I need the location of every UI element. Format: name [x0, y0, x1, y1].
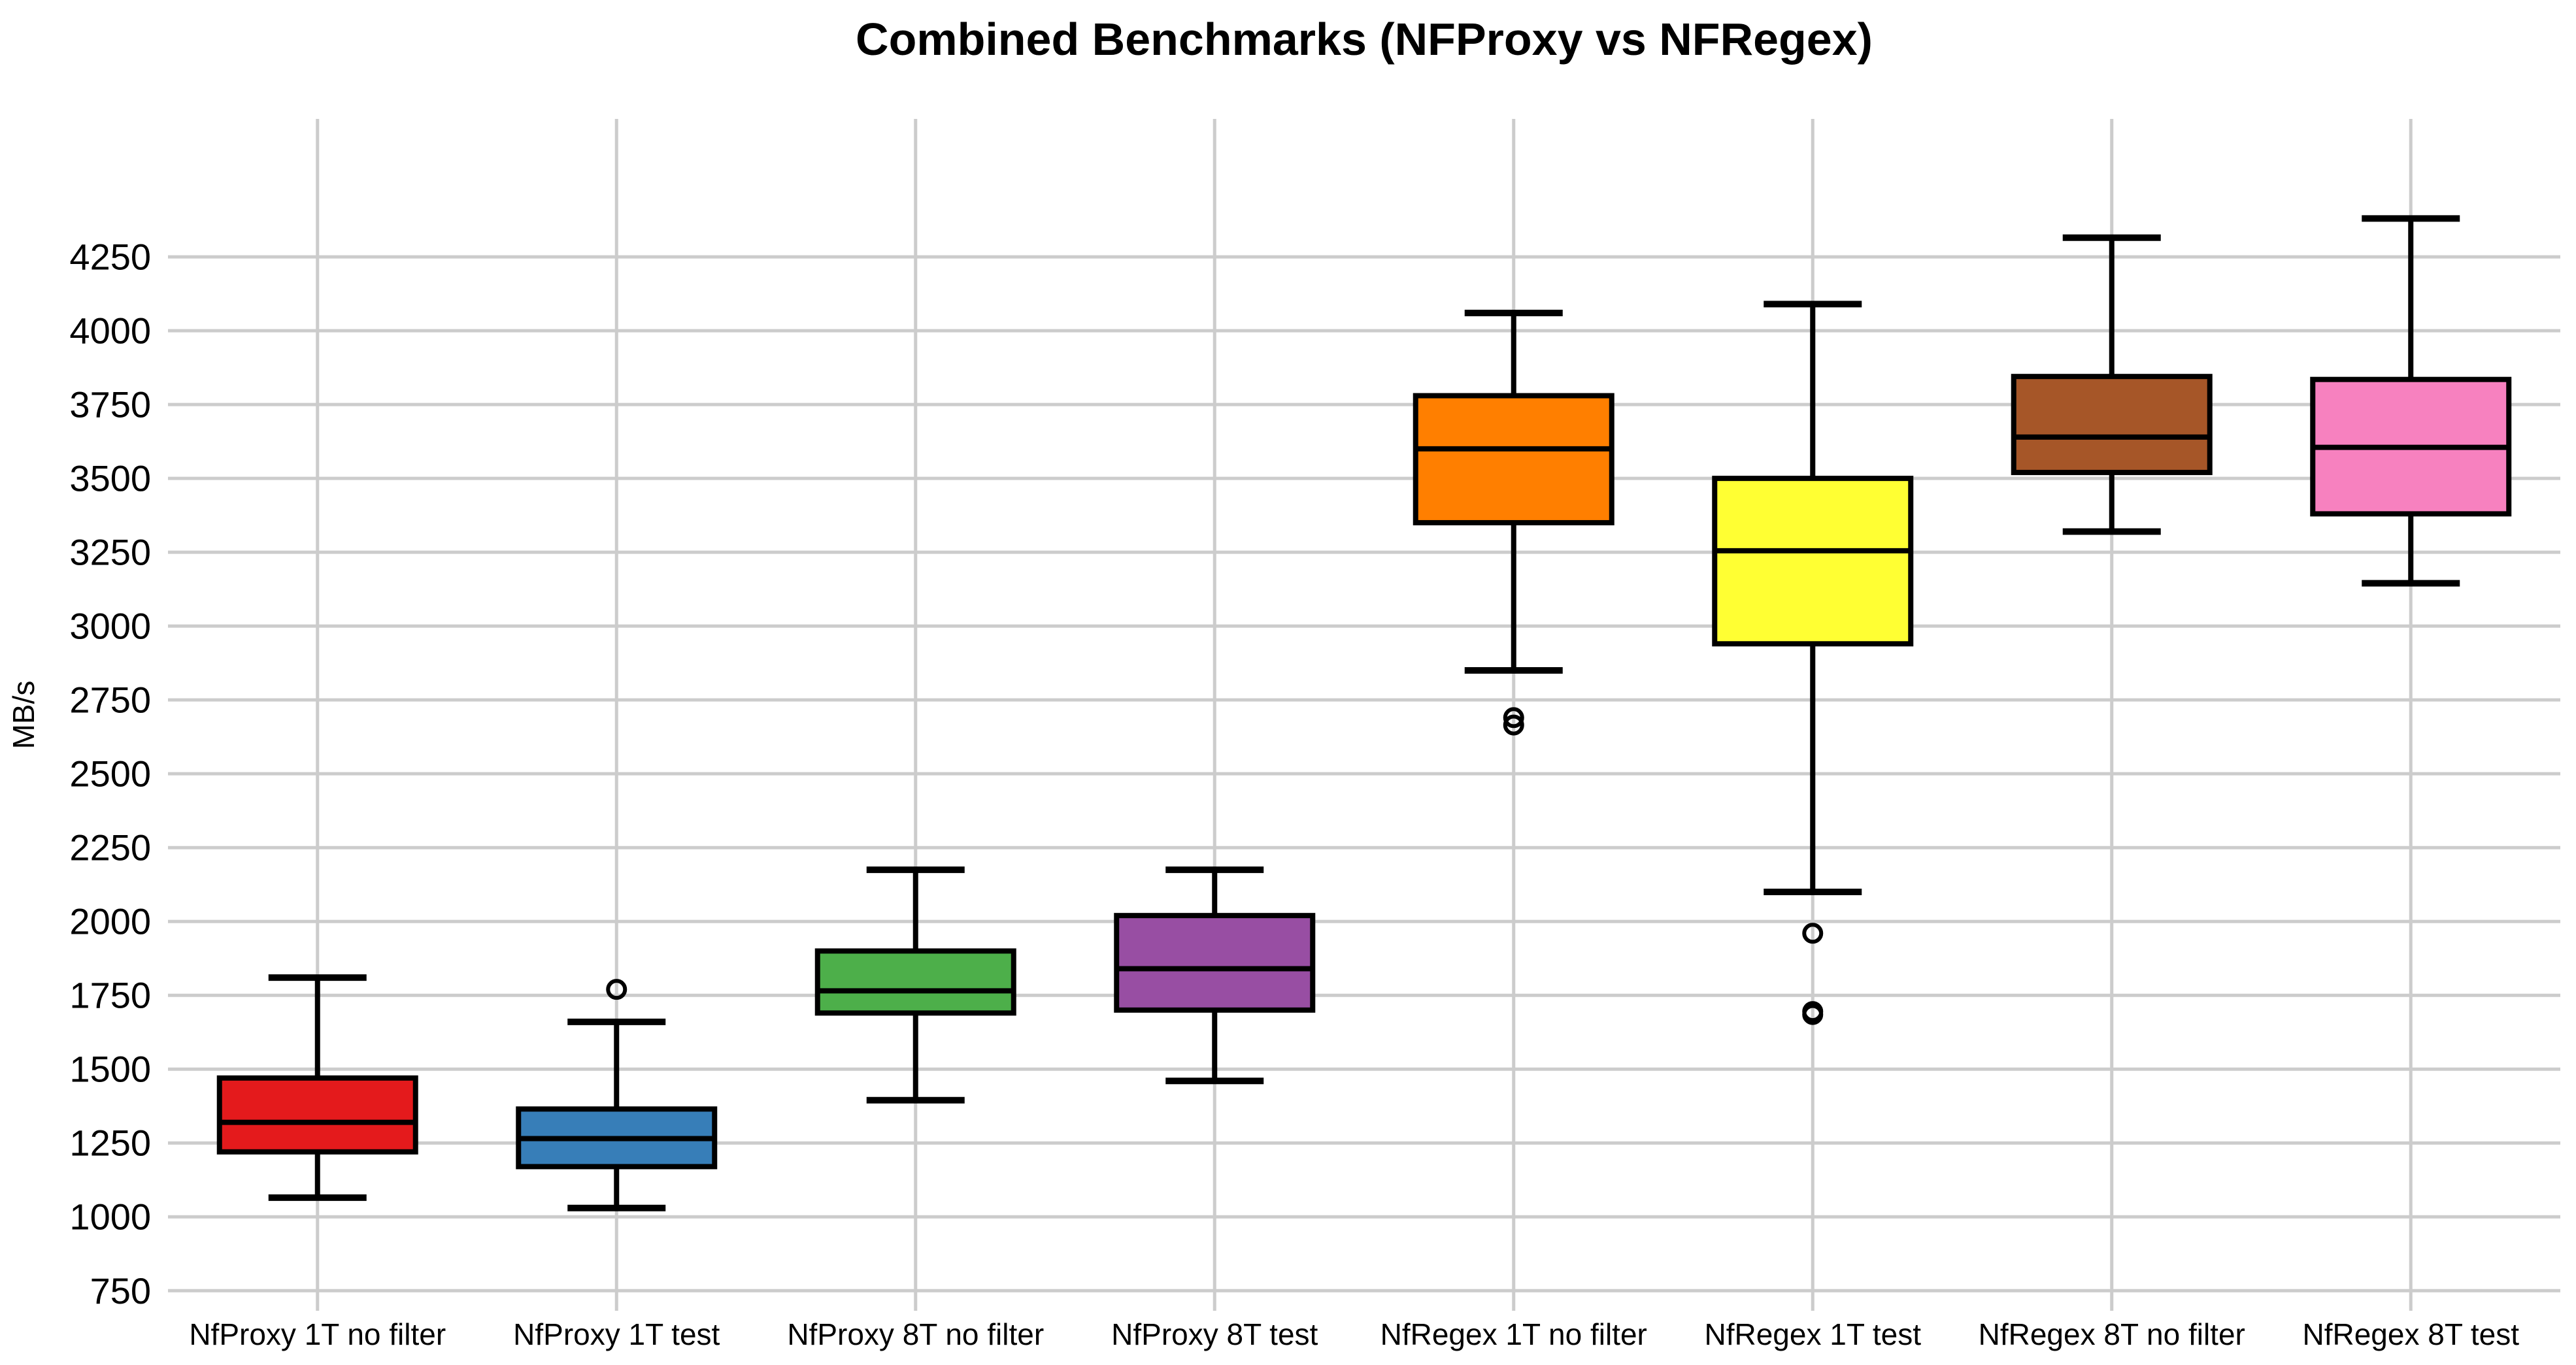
box-layer [216, 215, 2512, 1211]
y-tick-label: 2000 [69, 901, 151, 942]
iqr-box [2011, 374, 2213, 476]
y-tick-label: 1500 [69, 1049, 151, 1090]
box-group-5 [1413, 309, 1614, 736]
iqr-box [1413, 393, 1614, 525]
x-tick-label: NfProxy 1T test [513, 1317, 720, 1351]
y-tick-label: 1250 [69, 1123, 151, 1164]
y-tick-label: 750 [90, 1270, 151, 1311]
box-group-6 [1712, 301, 1914, 1025]
x-tick-label: NfRegex 1T no filter [1380, 1317, 1647, 1351]
x-tick-label: NfProxy 1T no filter [189, 1317, 446, 1351]
y-tick-label: 1000 [69, 1196, 151, 1238]
outlier-point [1802, 923, 1824, 944]
x-tick-labels: NfProxy 1T no filter NfProxy 1T test NfPro… [189, 1317, 2519, 1351]
y-axis-label: MB/s [7, 681, 41, 749]
y-tick-label: 2750 [69, 680, 151, 721]
box-group-3 [814, 866, 1016, 1104]
y-tick-label: 3750 [69, 384, 151, 425]
outlier-point [606, 979, 627, 1000]
iqr-box [1712, 476, 1914, 647]
box-group-4 [1114, 866, 1316, 1085]
x-tick-label: NfRegex 8T no filter [1979, 1317, 2245, 1351]
x-tick-label: NfRegex 1T test [1704, 1317, 1921, 1351]
y-tick-label: 2500 [69, 753, 151, 795]
x-tick-label: NfProxy 8T test [1111, 1317, 1318, 1351]
y-tick-labels: 750 1000 1250 1500 1750 2000 2250 2500 2750 3000 3… [69, 237, 151, 1311]
outlier-point [1503, 714, 1524, 736]
outlier-point [1503, 707, 1524, 729]
box-group-7 [2011, 234, 2213, 535]
iqr-box [1114, 913, 1316, 1013]
box-group-2 [516, 979, 718, 1211]
iqr-box [216, 1075, 418, 1155]
y-tick-label: 4250 [69, 237, 151, 278]
iqr-box [814, 948, 1016, 1016]
y-tick-label: 3000 [69, 606, 151, 647]
chart-title: Combined Benchmarks (NFProxy vs NFRegex) [856, 14, 1873, 65]
x-tick-label: NfProxy 8T no filter [787, 1317, 1044, 1351]
x-tick-label: NfRegex 8T test [2302, 1317, 2519, 1351]
y-tick-label: 1750 [69, 975, 151, 1016]
box-group-8 [2310, 215, 2512, 587]
y-tick-label: 3250 [69, 532, 151, 573]
y-tick-label: 2250 [69, 827, 151, 868]
outlier-point [1802, 1004, 1824, 1025]
box-group-1 [216, 974, 418, 1201]
y-tick-label: 3500 [69, 458, 151, 499]
y-tick-label: 4000 [69, 310, 151, 352]
